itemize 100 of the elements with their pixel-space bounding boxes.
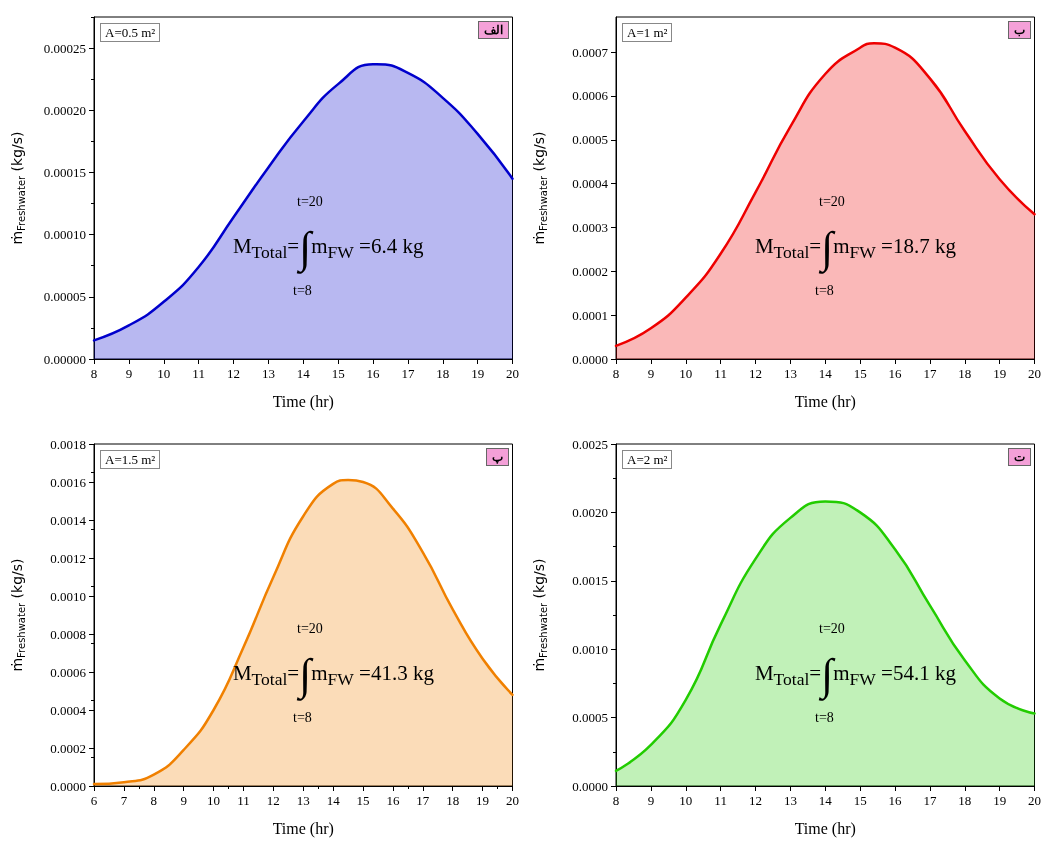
y-tick-label: 0.0010 — [50, 588, 86, 604]
y-tick-label: 0.0005 — [572, 710, 608, 726]
x-tick-label: 9 — [180, 793, 187, 808]
y-tick-label: 0.0020 — [572, 504, 608, 520]
annotation: A=1 m² — [622, 23, 673, 42]
x-tick-label: 7 — [120, 793, 128, 808]
y-tick-label: 0.0008 — [50, 626, 86, 642]
x-tick-label: 14 — [326, 793, 341, 808]
x-tick-label: 20 — [1028, 366, 1041, 381]
x-tick-label: 18 — [958, 793, 972, 808]
annotation: t=20 — [297, 193, 323, 209]
annotation: ب — [1008, 21, 1031, 39]
x-tick-label: 9 — [647, 793, 655, 808]
x-tick-label: 11 — [237, 793, 250, 808]
x-tick-label: 8 — [150, 793, 158, 808]
x-tick-label: 14 — [818, 793, 833, 808]
y-axis-title: ṁFreshwater (kg/s) — [9, 131, 27, 245]
y-tick-label: 0.0000 — [50, 778, 86, 794]
x-tick-label: 13 — [783, 793, 797, 808]
x-tick-label: 19 — [993, 366, 1007, 381]
x-tick-label: 17 — [401, 366, 415, 381]
x-axis-title: Time (hr) — [272, 819, 334, 838]
x-tick-label: 18 — [446, 793, 460, 808]
x-tick-label: 11 — [714, 366, 727, 381]
x-tick-label: 10 — [679, 366, 693, 381]
annotation: A=1.5 m² — [100, 450, 161, 469]
x-tick-label: 15 — [853, 793, 867, 808]
y-tick-label: 0.0015 — [572, 573, 608, 589]
x-tick-label: 10 — [157, 366, 171, 381]
annotation: پ — [486, 448, 509, 466]
x-tick-label: 12 — [749, 366, 762, 381]
y-tick-label: 0.0012 — [50, 550, 86, 566]
x-tick-label: 8 — [90, 366, 98, 381]
x-tick-label: 15 — [356, 793, 370, 808]
x-tick-label: 19 — [993, 793, 1007, 808]
annotation: A=0.5 m² — [100, 23, 161, 42]
y-tick-label: 0.0007 — [572, 44, 609, 60]
x-axis-title: Time (hr) — [794, 819, 856, 838]
x-axis-title: Time (hr) — [272, 392, 334, 411]
x-tick-label: 13 — [783, 366, 797, 381]
y-tick-label: 0.00020 — [43, 102, 86, 118]
annotation: t=20 — [819, 620, 845, 636]
y-tick-label: 0.0002 — [50, 740, 86, 756]
x-tick-label: 15 — [331, 366, 345, 381]
x-tick-label: 8 — [612, 793, 620, 808]
y-tick-label: 0.0000 — [572, 778, 608, 794]
x-tick-label: 19 — [476, 793, 490, 808]
x-tick-label: 20 — [506, 793, 519, 808]
x-tick-label: 14 — [818, 366, 833, 381]
y-tick-label: 0.0003 — [572, 219, 608, 235]
x-tick-label: 11 — [192, 366, 205, 381]
x-tick-label: 10 — [207, 793, 221, 808]
y-tick-label: 0.0014 — [50, 512, 87, 528]
x-tick-label: 13 — [261, 366, 275, 381]
y-tick-label: 0.0018 — [50, 436, 86, 452]
annotation: ت — [1008, 448, 1031, 466]
annotation: t=20 — [819, 193, 845, 209]
annotation: t=8 — [293, 709, 312, 725]
y-tick-label: 0.0006 — [572, 88, 609, 104]
annotation: t=8 — [815, 282, 834, 298]
y-tick-label: 0.0010 — [572, 641, 608, 657]
y-tick-label: 0.0006 — [50, 664, 87, 680]
y-tick-label: 0.0002 — [572, 263, 608, 279]
x-tick-label: 20 — [506, 366, 519, 381]
y-axis-title: ṁFreshwater (kg/s) — [531, 131, 549, 245]
y-tick-label: 0.0000 — [572, 351, 608, 367]
x-tick-label: 8 — [612, 366, 620, 381]
x-tick-label: 9 — [125, 366, 133, 381]
x-tick-label: 18 — [436, 366, 450, 381]
x-tick-label: 14 — [296, 366, 311, 381]
annotation: A=2 m² — [622, 450, 673, 469]
y-tick-label: 0.0001 — [572, 307, 608, 323]
x-tick-label: 16 — [386, 793, 400, 808]
x-tick-label: 6 — [90, 793, 98, 808]
x-tick-label: 17 — [923, 366, 937, 381]
y-tick-label: 0.0005 — [572, 132, 608, 148]
y-tick-label: 0.00005 — [43, 289, 86, 305]
y-tick-label: 0.00000 — [43, 351, 86, 367]
y-tick-label: 0.0004 — [572, 176, 609, 192]
annotation: t=8 — [815, 709, 834, 725]
y-tick-label: 0.00010 — [43, 227, 86, 243]
x-tick-label: 9 — [647, 366, 655, 381]
y-axis-title: ṁFreshwater (kg/s) — [9, 558, 27, 672]
x-tick-label: 18 — [958, 366, 972, 381]
x-tick-label: 19 — [471, 366, 485, 381]
x-axis-title: Time (hr) — [794, 392, 856, 411]
y-tick-label: 0.0004 — [50, 702, 87, 718]
y-tick-label: 0.0025 — [572, 436, 608, 452]
y-tick-label: 0.0016 — [50, 474, 87, 490]
annotation: t=20 — [297, 620, 323, 636]
x-tick-label: 15 — [853, 366, 867, 381]
x-tick-label: 13 — [296, 793, 310, 808]
x-tick-label: 16 — [366, 366, 380, 381]
x-tick-label: 20 — [1028, 793, 1041, 808]
x-tick-label: 12 — [227, 366, 240, 381]
x-tick-label: 16 — [888, 793, 902, 808]
x-tick-label: 11 — [714, 793, 727, 808]
annotation: t=8 — [293, 282, 312, 298]
x-tick-label: 12 — [749, 793, 762, 808]
y-tick-label: 0.00025 — [43, 40, 86, 56]
